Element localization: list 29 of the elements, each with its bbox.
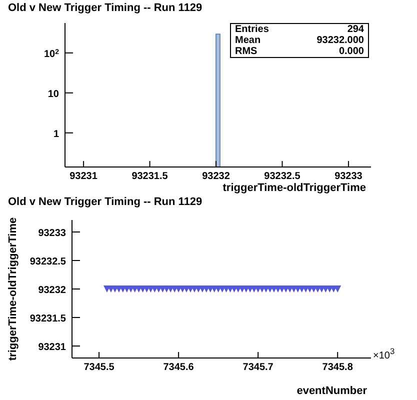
y-tick-label: 93231 — [38, 342, 66, 354]
x-tick-label: 93231 — [70, 171, 98, 182]
x-tick-label: 93233 — [334, 171, 363, 182]
x-tick-label: 7345.5 — [84, 362, 115, 373]
y-tick-label: 93231.5 — [30, 314, 66, 325]
x-tick-label: 7345.6 — [163, 362, 194, 373]
text: ×10$^{3}$ — [373, 346, 395, 362]
y-tick-label: 10$^{2}$ — [44, 48, 60, 60]
chart-title: Old v New Trigger Timing -- Run 1129 — [8, 196, 202, 208]
x-tick-label: 93232 — [202, 171, 230, 182]
annotation: 294 — [347, 24, 364, 35]
annotation: 0.000 — [338, 46, 364, 57]
y-tick-label: 93233 — [38, 228, 66, 239]
x-axis-title: triggerTime-oldTriggerTime — [222, 182, 366, 194]
x-tick-label: 7345.8 — [322, 362, 354, 373]
y-tick-label: 10 — [48, 88, 60, 100]
y-axis-title: triggerTime-oldTriggerTime — [6, 217, 19, 361]
y-tick-label: 93232.5 — [30, 256, 66, 268]
x-tick-label: 7345.7 — [242, 362, 274, 373]
x-tick-label: 93232.5 — [264, 171, 301, 182]
x-tick-label: 93231.5 — [132, 171, 168, 182]
annotation: 93232.000 — [316, 35, 364, 46]
annotation: Entries — [235, 24, 269, 35]
annotation: RMS — [235, 46, 258, 57]
y-tick-label: 93232 — [38, 285, 66, 296]
x-axis-title: eventNumber — [296, 385, 368, 397]
annotation: Mean — [235, 35, 261, 46]
chart-title: Old v New Trigger Timing -- Run 1129 — [8, 2, 202, 14]
y-tick-label: 1 — [53, 128, 60, 140]
